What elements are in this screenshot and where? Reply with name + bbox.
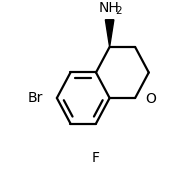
- Text: 2: 2: [116, 6, 122, 16]
- Text: O: O: [145, 92, 156, 106]
- Text: F: F: [92, 151, 100, 165]
- Text: Br: Br: [28, 91, 43, 105]
- Polygon shape: [105, 20, 114, 47]
- Text: NH: NH: [98, 1, 119, 15]
